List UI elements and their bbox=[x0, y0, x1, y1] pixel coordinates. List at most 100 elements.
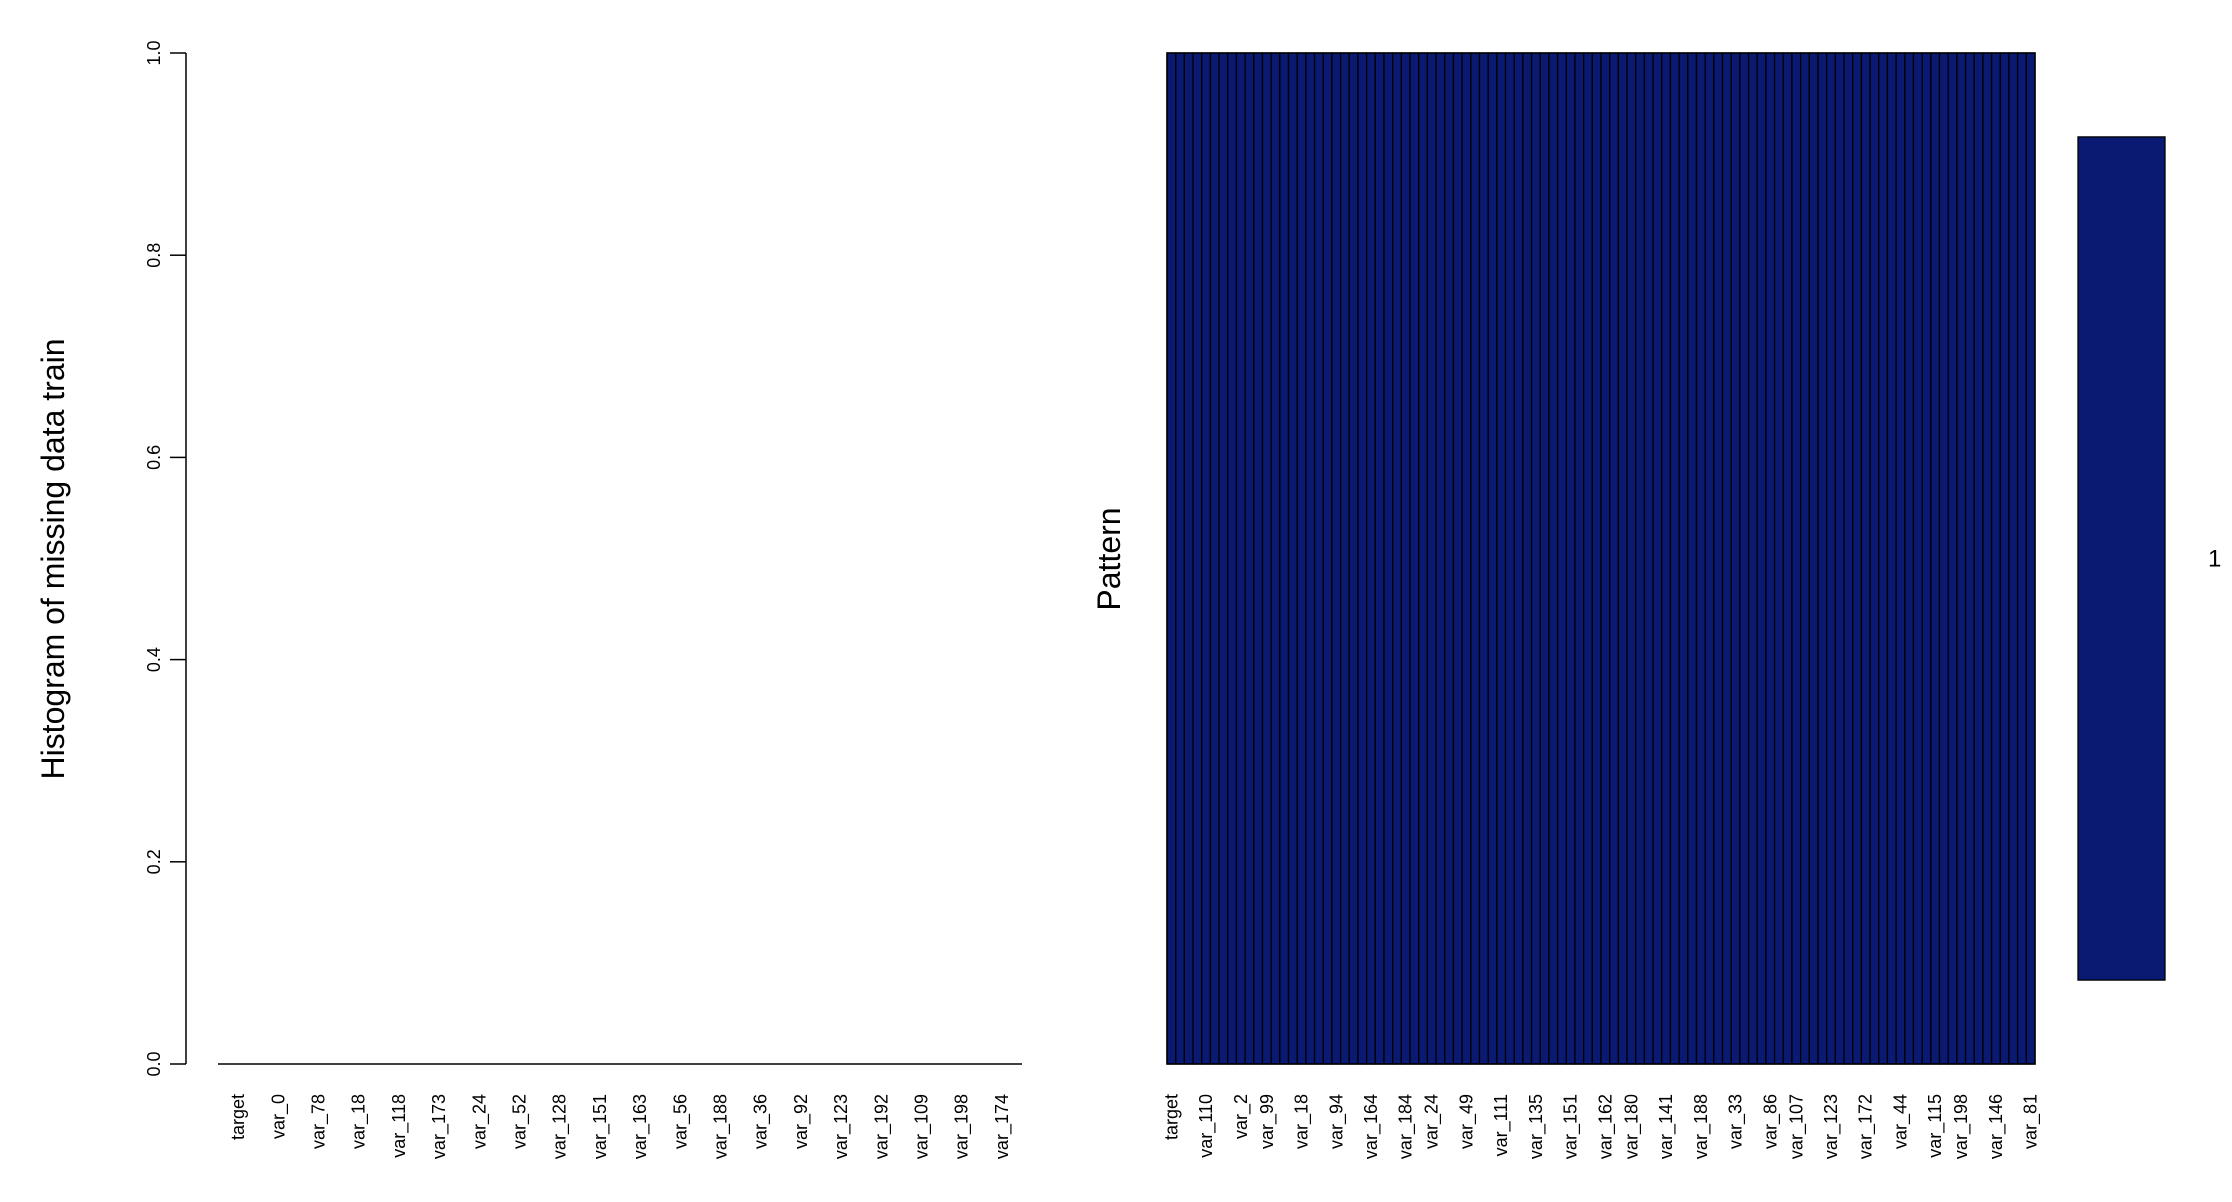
pattern-cell bbox=[1713, 52, 1724, 1065]
pattern-cell bbox=[1322, 52, 1333, 1065]
histogram-x-tick-label: var_118 bbox=[389, 1094, 410, 1158]
pattern-cell bbox=[1435, 52, 1446, 1065]
pattern-cell bbox=[1661, 52, 1672, 1065]
pattern-cell bbox=[1799, 52, 1810, 1065]
pattern-cell bbox=[1409, 52, 1420, 1065]
pattern-cell bbox=[1704, 52, 1715, 1065]
histogram-x-tick-label: var_18 bbox=[349, 1094, 370, 1149]
pattern-x-tick-label: var_115 bbox=[1925, 1094, 1946, 1158]
pattern-cell bbox=[1609, 52, 1620, 1065]
pattern-cell bbox=[1591, 52, 1602, 1065]
histogram-x-tick-label: var_174 bbox=[992, 1094, 1013, 1159]
pattern-cell bbox=[1964, 52, 1975, 1065]
missing-data-histogram: 0.0 0.2 0.4 0.6 0.8 1.0 target var_0 var_78 var_… bbox=[35, 40, 1022, 1159]
y-tick-label: 0.6 bbox=[144, 445, 164, 470]
pattern-count-bars bbox=[2077, 136, 2166, 981]
pattern-cell bbox=[1305, 52, 1316, 1065]
histogram-y-ticks: 0.0 0.2 0.4 0.6 0.8 1.0 bbox=[144, 40, 186, 1077]
pattern-cell bbox=[1392, 52, 1403, 1065]
histogram-x-tick-label: var_78 bbox=[309, 1094, 330, 1149]
pattern-x-tick-label: var_107 bbox=[1786, 1094, 1807, 1159]
pattern-x-tick-label: var_135 bbox=[1526, 1094, 1547, 1159]
pattern-cell bbox=[1556, 52, 1567, 1065]
pattern-cell bbox=[1826, 52, 1837, 1065]
y-tick-label: 0.4 bbox=[144, 647, 164, 672]
pattern-x-tick-labels: target var_110 var_2 var_99 var_18 var_94 var_… bbox=[1161, 1094, 2041, 1159]
pattern-cell bbox=[1904, 52, 1915, 1065]
pattern-x-tick-label: var_151 bbox=[1561, 1094, 1582, 1159]
pattern-x-tick-label: var_180 bbox=[1621, 1094, 1642, 1159]
pattern-x-tick-label: var_198 bbox=[1951, 1094, 1972, 1159]
pattern-cell bbox=[1470, 52, 1481, 1065]
y-tick-label: 0.0 bbox=[144, 1051, 164, 1076]
pattern-x-tick-label: var_164 bbox=[1361, 1094, 1382, 1159]
pattern-x-tick-label: var_146 bbox=[1986, 1094, 2007, 1159]
pattern-cell bbox=[1374, 52, 1385, 1065]
pattern-cell bbox=[1626, 52, 1637, 1065]
histogram-x-tick-label: var_123 bbox=[831, 1094, 852, 1159]
pattern-cell bbox=[1817, 52, 1828, 1065]
pattern-cell bbox=[1652, 52, 1663, 1065]
pattern-x-tick-label: var_110 bbox=[1196, 1094, 1217, 1158]
pattern-cell bbox=[1496, 52, 1507, 1065]
pattern-cell bbox=[1747, 52, 1758, 1065]
histogram-x-tick-label: var_198 bbox=[952, 1094, 973, 1159]
histogram-x-tick-label: var_56 bbox=[670, 1094, 691, 1149]
y-tick-label: 0.8 bbox=[144, 243, 164, 268]
pattern-cell bbox=[1348, 52, 1359, 1065]
pattern-cell bbox=[1166, 52, 1177, 1065]
histogram-x-tick-label: var_128 bbox=[550, 1094, 571, 1159]
pattern-cell bbox=[1261, 52, 1272, 1065]
pattern-cell bbox=[1834, 52, 1845, 1065]
histogram-x-tick-label: var_36 bbox=[751, 1094, 772, 1149]
pattern-cell bbox=[1331, 52, 1342, 1065]
pattern-cell bbox=[1487, 52, 1498, 1065]
pattern-cell bbox=[1678, 52, 1689, 1065]
pattern-count-labels: 1 bbox=[2208, 546, 2221, 573]
pattern-cell bbox=[1982, 52, 1993, 1065]
pattern-x-tick-label: var_188 bbox=[1691, 1094, 1712, 1159]
pattern-cell bbox=[1339, 52, 1350, 1065]
pattern-cell bbox=[1791, 52, 1802, 1065]
pattern-cell bbox=[1313, 52, 1324, 1065]
y-tick-label: 0.2 bbox=[144, 849, 164, 874]
pattern-cell bbox=[1400, 52, 1411, 1065]
pattern-cell bbox=[1930, 52, 1941, 1065]
pattern-cell bbox=[1990, 52, 2001, 1065]
pattern-matrix-border bbox=[1166, 52, 2036, 1065]
histogram-x-tick-label: var_163 bbox=[630, 1094, 651, 1159]
pattern-x-tick-label: var_18 bbox=[1292, 1094, 1313, 1149]
histogram-x-tick-label: var_151 bbox=[590, 1094, 611, 1159]
pattern-cell bbox=[1860, 52, 1871, 1065]
pattern-x-tick-label: var_44 bbox=[1890, 1094, 1911, 1149]
pattern-x-tick-label: var_172 bbox=[1856, 1094, 1877, 1159]
pattern-x-tick-label: var_86 bbox=[1760, 1094, 1781, 1149]
pattern-cell bbox=[1921, 52, 1932, 1065]
pattern-matrix-cells bbox=[1166, 52, 2036, 1065]
pattern-cell bbox=[1253, 52, 1264, 1065]
pattern-cell bbox=[1869, 52, 1880, 1065]
pattern-cell bbox=[1209, 52, 1220, 1065]
pattern-cell bbox=[1192, 52, 1203, 1065]
histogram-y-axis-title: Histogram of missing data train bbox=[35, 338, 71, 779]
histogram-x-tick-label: var_192 bbox=[871, 1094, 892, 1159]
pattern-cell bbox=[1383, 52, 1394, 1065]
pattern-cell bbox=[1912, 52, 1923, 1065]
pattern-x-tick-label: var_123 bbox=[1821, 1094, 1842, 1159]
pattern-x-tick-label: var_141 bbox=[1656, 1094, 1677, 1159]
histogram-x-tick-label: var_92 bbox=[791, 1094, 812, 1149]
pattern-cell bbox=[1782, 52, 1793, 1065]
pattern-cell bbox=[2025, 52, 2036, 1065]
pattern-cell bbox=[1296, 52, 1307, 1065]
pattern-cell bbox=[1582, 52, 1593, 1065]
pattern-cell bbox=[1617, 52, 1628, 1065]
missing-pattern-matrix: target var_110 var_2 var_99 var_18 var_94 var_… bbox=[1091, 52, 2221, 1159]
pattern-cell bbox=[1461, 52, 1472, 1065]
pattern-cell bbox=[1878, 52, 1889, 1065]
pattern-cell bbox=[1852, 52, 1863, 1065]
pattern-cell bbox=[1235, 52, 1246, 1065]
pattern-cell bbox=[1695, 52, 1706, 1065]
pattern-cell bbox=[1504, 52, 1515, 1065]
pattern-x-tick-label: target bbox=[1161, 1094, 1181, 1140]
